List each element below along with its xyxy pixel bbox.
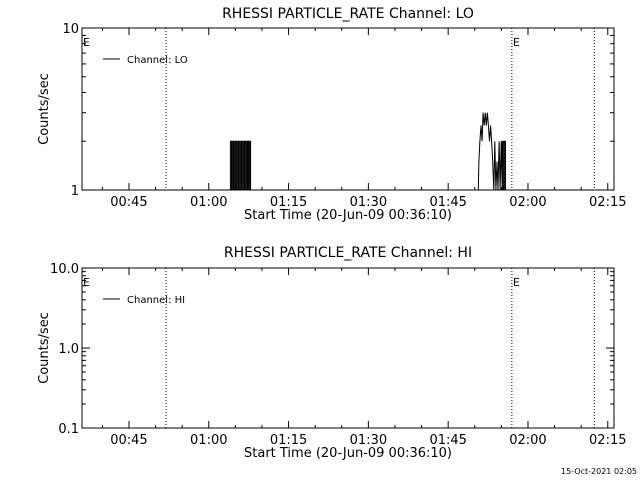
y-tick-label: 1.0 <box>58 342 79 357</box>
x-tick-label: 01:00 <box>190 195 227 210</box>
x-tick-label: 00:45 <box>110 195 147 210</box>
x-tick-label: 02:00 <box>509 195 546 210</box>
plot-frame <box>81 27 615 191</box>
chart-title: RHESSI PARTICLE_RATE Channel: LO <box>222 6 474 22</box>
plot-timestamp: 15-Oct-2021 02:05 <box>561 467 637 476</box>
y-tick-label: 10.0 <box>50 262 79 277</box>
time-marker-label: E <box>513 276 520 289</box>
y-axis-label: Counts/sec <box>37 312 52 384</box>
lo-channel-panel: RHESSI PARTICLE_RATE Channel: LO 00:45 01:… <box>37 6 627 223</box>
x-tick-label: 01:00 <box>190 433 227 448</box>
plot-frame <box>81 267 615 429</box>
y-tick-label: 0.1 <box>58 422 79 437</box>
x-tick-label: 01:45 <box>429 195 466 210</box>
x-tick-label: 02:00 <box>509 433 546 448</box>
x-tick-label: 01:30 <box>350 195 387 210</box>
time-marker-label: E <box>513 36 520 49</box>
x-tick-label: 02:15 <box>589 433 626 448</box>
legend-entry: Channel: HI <box>127 295 185 306</box>
x-tick-label: 01:45 <box>429 433 466 448</box>
y-tick-label: 10 <box>62 22 79 37</box>
x-tick-label: 01:30 <box>350 433 387 448</box>
chart-title: RHESSI PARTICLE_RATE Channel: HI <box>224 245 472 261</box>
y-tick-label: 1 <box>71 184 79 199</box>
time-marker-label: E <box>83 276 90 289</box>
x-tick-label: 01:15 <box>270 195 307 210</box>
series-line <box>82 112 614 191</box>
x-tick-label: 02:15 <box>589 195 626 210</box>
y-axis-label: Counts/sec <box>37 73 52 145</box>
x-tick-label: 00:45 <box>110 433 147 448</box>
time-marker-label: E <box>83 36 90 49</box>
x-tick-label: 01:15 <box>270 433 307 448</box>
x-axis-label: Start Time (20-Jun-09 00:36:10) <box>244 446 452 461</box>
legend-entry: Channel: LO <box>127 55 188 66</box>
hi-channel-panel: RHESSI PARTICLE_RATE Channel: HI 00:45 01:… <box>37 245 627 461</box>
x-axis-label: Start Time (20-Jun-09 00:36:10) <box>244 208 452 223</box>
